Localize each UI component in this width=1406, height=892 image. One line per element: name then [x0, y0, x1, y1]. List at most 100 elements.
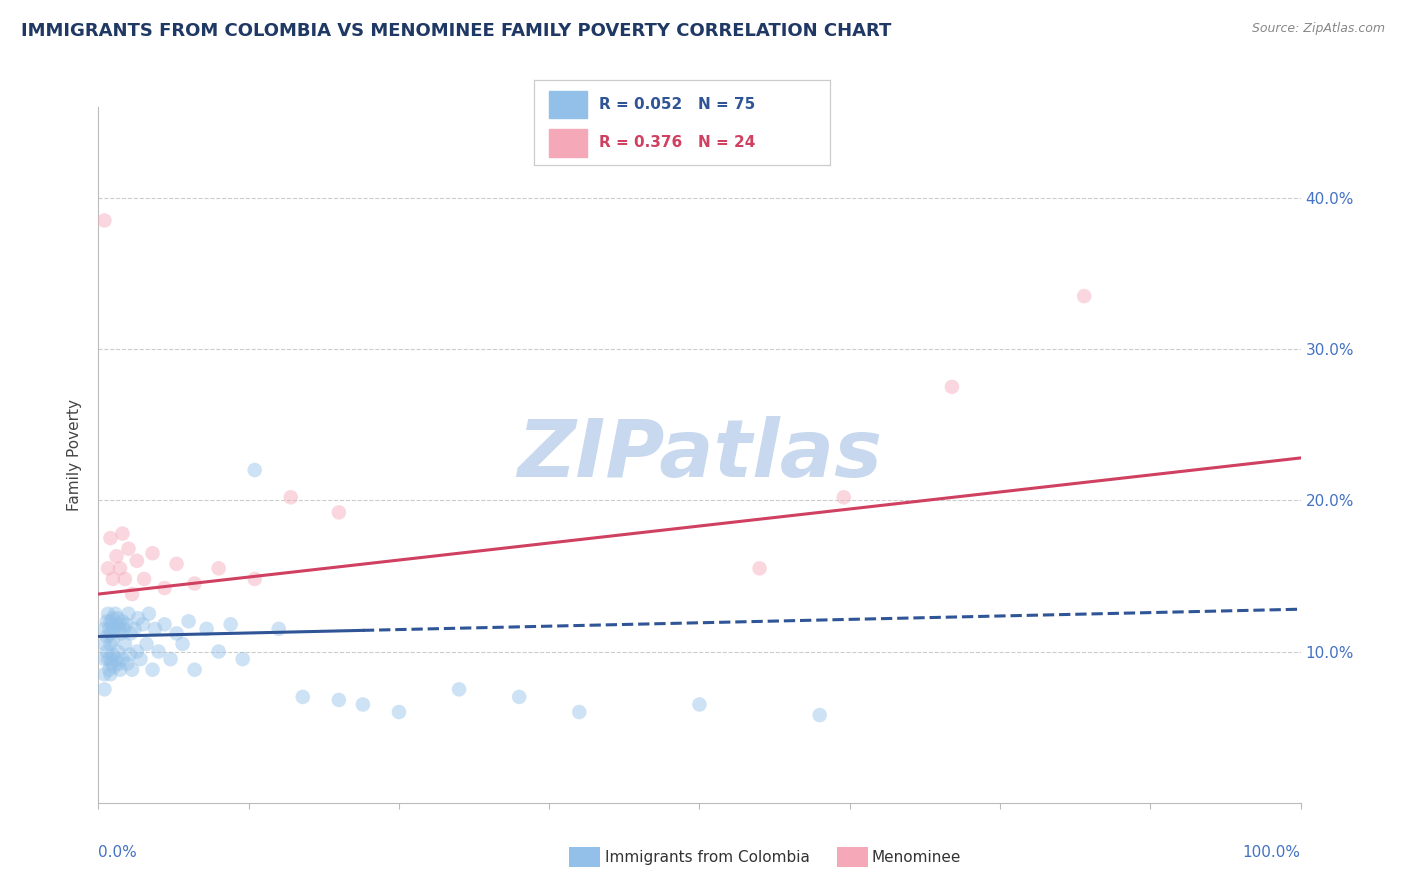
Point: [143, 622, 166, 636]
Point: [388, 705, 411, 719]
Point: [141, 546, 163, 560]
Point: [104, 607, 127, 621]
Point: [568, 705, 591, 719]
Point: [141, 663, 163, 677]
Point: [107, 611, 129, 625]
Point: [110, 626, 132, 640]
Point: [118, 648, 141, 662]
Point: [108, 657, 131, 671]
Point: [93, 213, 115, 227]
Point: [129, 652, 152, 666]
Point: [108, 561, 131, 575]
Point: [243, 572, 266, 586]
Point: [108, 663, 131, 677]
Text: Immigrants from Colombia: Immigrants from Colombia: [605, 850, 810, 864]
Point: [508, 690, 530, 704]
Point: [100, 637, 122, 651]
Point: [111, 652, 134, 666]
Point: [138, 607, 160, 621]
Point: [100, 617, 122, 632]
Point: [232, 652, 254, 666]
Text: ZIPatlas: ZIPatlas: [517, 416, 882, 494]
Bar: [548, 91, 588, 119]
Point: [93, 622, 115, 636]
Point: [124, 622, 146, 636]
Point: [103, 659, 125, 673]
Text: 0.0%: 0.0%: [98, 845, 138, 860]
Text: Menominee: Menominee: [872, 850, 962, 864]
Point: [100, 657, 122, 671]
Point: [148, 644, 170, 658]
Point: [166, 626, 188, 640]
Point: [132, 617, 155, 632]
Point: [267, 622, 290, 636]
Point: [748, 561, 770, 575]
Point: [98, 622, 121, 636]
Point: [1073, 289, 1095, 303]
Point: [105, 617, 128, 632]
Text: R = 0.052   N = 75: R = 0.052 N = 75: [599, 97, 755, 112]
Point: [111, 526, 134, 541]
Point: [328, 693, 350, 707]
Point: [100, 615, 122, 629]
Point: [280, 490, 302, 504]
Point: [101, 648, 124, 662]
Point: [93, 652, 115, 666]
Point: [447, 682, 470, 697]
Point: [96, 615, 118, 629]
Point: [117, 657, 139, 671]
Point: [101, 632, 124, 647]
Point: [114, 572, 136, 586]
Point: [108, 622, 131, 636]
Point: [689, 698, 711, 712]
Point: [97, 607, 120, 621]
Point: [183, 663, 205, 677]
Point: [98, 663, 121, 677]
Point: [93, 682, 115, 697]
Y-axis label: Family Poverty: Family Poverty: [67, 399, 83, 511]
Point: [243, 463, 266, 477]
Point: [101, 572, 124, 586]
Point: [195, 622, 218, 636]
Point: [291, 690, 314, 704]
Point: [120, 626, 142, 640]
Point: [121, 663, 143, 677]
Point: [352, 698, 374, 712]
Point: [328, 505, 350, 519]
Point: [177, 615, 200, 629]
Point: [166, 557, 188, 571]
Point: [153, 581, 176, 595]
Point: [93, 667, 115, 681]
Point: [219, 617, 242, 632]
Point: [132, 572, 155, 586]
Point: [100, 667, 122, 681]
Point: [121, 587, 143, 601]
Point: [115, 617, 138, 632]
Point: [101, 611, 124, 625]
Point: [100, 652, 122, 666]
Point: [117, 541, 139, 556]
Point: [96, 629, 118, 643]
Point: [100, 531, 122, 545]
Bar: [548, 129, 588, 157]
Point: [117, 607, 139, 621]
Point: [97, 561, 120, 575]
Point: [208, 644, 231, 658]
Point: [97, 652, 120, 666]
Point: [108, 617, 131, 632]
Point: [103, 622, 125, 636]
Point: [172, 637, 194, 651]
Point: [111, 615, 134, 629]
Point: [107, 644, 129, 658]
Text: R = 0.376   N = 24: R = 0.376 N = 24: [599, 136, 755, 151]
Point: [125, 554, 148, 568]
Point: [112, 622, 135, 636]
Text: Source: ZipAtlas.com: Source: ZipAtlas.com: [1251, 22, 1385, 36]
Point: [96, 644, 118, 658]
Point: [127, 611, 149, 625]
Point: [114, 637, 136, 651]
Point: [159, 652, 181, 666]
Point: [208, 561, 231, 575]
Point: [125, 644, 148, 658]
Point: [183, 576, 205, 591]
